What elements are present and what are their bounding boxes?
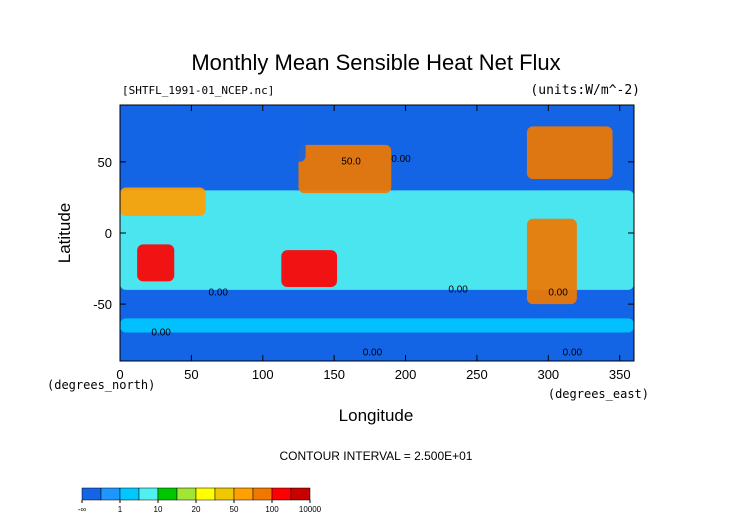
colorbar-bin [290, 487, 311, 501]
x-tick-label: 0 [116, 367, 123, 382]
contour-interval: CONTOUR INTERVAL = 2.500E+01 [280, 449, 473, 463]
y-unit-label: (degrees_north) [47, 378, 155, 392]
contour-label: 0.00 [209, 288, 229, 299]
colorbar-bin [271, 487, 292, 501]
contour-value-labels: 50.0 0.00 0.00 0.00 0.00 0.00 0.00 0.00 [151, 154, 582, 358]
colorbar-tick-label: 10 [154, 505, 163, 514]
x-tick-label: 100 [252, 367, 274, 382]
colorbar: -∞ 1 10 20 50 100 10000 [78, 487, 322, 514]
y-tick-label: 50 [98, 155, 112, 170]
field-region-siberia [205, 119, 306, 162]
units-label: (units:W/m^-2) [530, 83, 640, 98]
x-tick-label: 150 [323, 367, 345, 382]
x-tick-label: 350 [609, 367, 631, 382]
x-tick-label: 200 [395, 367, 417, 382]
x-axis-label: Longitude [339, 406, 414, 425]
colorbar-tick-label: 50 [230, 505, 239, 514]
field-region-north-atlantic-west [526, 126, 613, 179]
colorbar-bin [176, 487, 197, 501]
heat-flux-field [120, 105, 634, 361]
x-axis: 0 50 100 150 200 250 300 350 [116, 105, 631, 382]
contour-label: 0.00 [391, 154, 411, 165]
colorbar-bin [81, 487, 102, 501]
y-tick-label: -50 [93, 297, 112, 312]
colorbar-bin [100, 487, 121, 501]
field-region-southern-africa [137, 244, 175, 282]
chart-title: Monthly Mean Sensible Heat Net Flux [191, 50, 560, 75]
field-region-sahara-arabia [120, 187, 206, 216]
x-tick-label: 50 [184, 367, 198, 382]
colorbar-bin [138, 487, 159, 501]
colorbar-tick-label: -∞ [78, 505, 87, 514]
colorbar-bin [119, 487, 140, 501]
colorbar-bin [195, 487, 216, 501]
contour-label: 0.00 [563, 347, 583, 358]
x-tick-label: 300 [537, 367, 559, 382]
x-unit-label: (degrees_east) [548, 387, 649, 401]
contour-label: 0.00 [363, 347, 383, 358]
contour-label: 0.00 [548, 288, 568, 299]
contour-label: 0.00 [151, 327, 171, 338]
y-tick-label: 0 [105, 226, 112, 241]
field-region-tropical-band [120, 190, 634, 290]
field-region-south-america [526, 218, 577, 305]
colorbar-tick-label: 10000 [299, 505, 322, 514]
x-tick-label: 250 [466, 367, 488, 382]
colorbar-bin [214, 487, 235, 501]
colorbar-tick-label: 100 [265, 505, 279, 514]
contour-label: 50.0 [341, 157, 361, 168]
field-region-southern-ocean [120, 289, 634, 319]
colorbar-bin [233, 487, 254, 501]
colorbar-tick-label: 1 [118, 505, 123, 514]
y-axis-label: Latitude [55, 203, 74, 264]
colorbar-tick-label: 20 [192, 505, 201, 514]
contour-label: 0.00 [448, 285, 468, 296]
colorbar-bin [157, 487, 178, 501]
field-region-antarctic-coast [120, 318, 634, 333]
colorbar-bin [252, 487, 273, 501]
field-region-australia [281, 250, 338, 288]
field-region-kuroshio [298, 144, 392, 194]
y-axis: 50 0 -50 [93, 155, 634, 312]
source-file-label: [SHTFL_1991-01_NCEP.nc] [122, 84, 274, 97]
